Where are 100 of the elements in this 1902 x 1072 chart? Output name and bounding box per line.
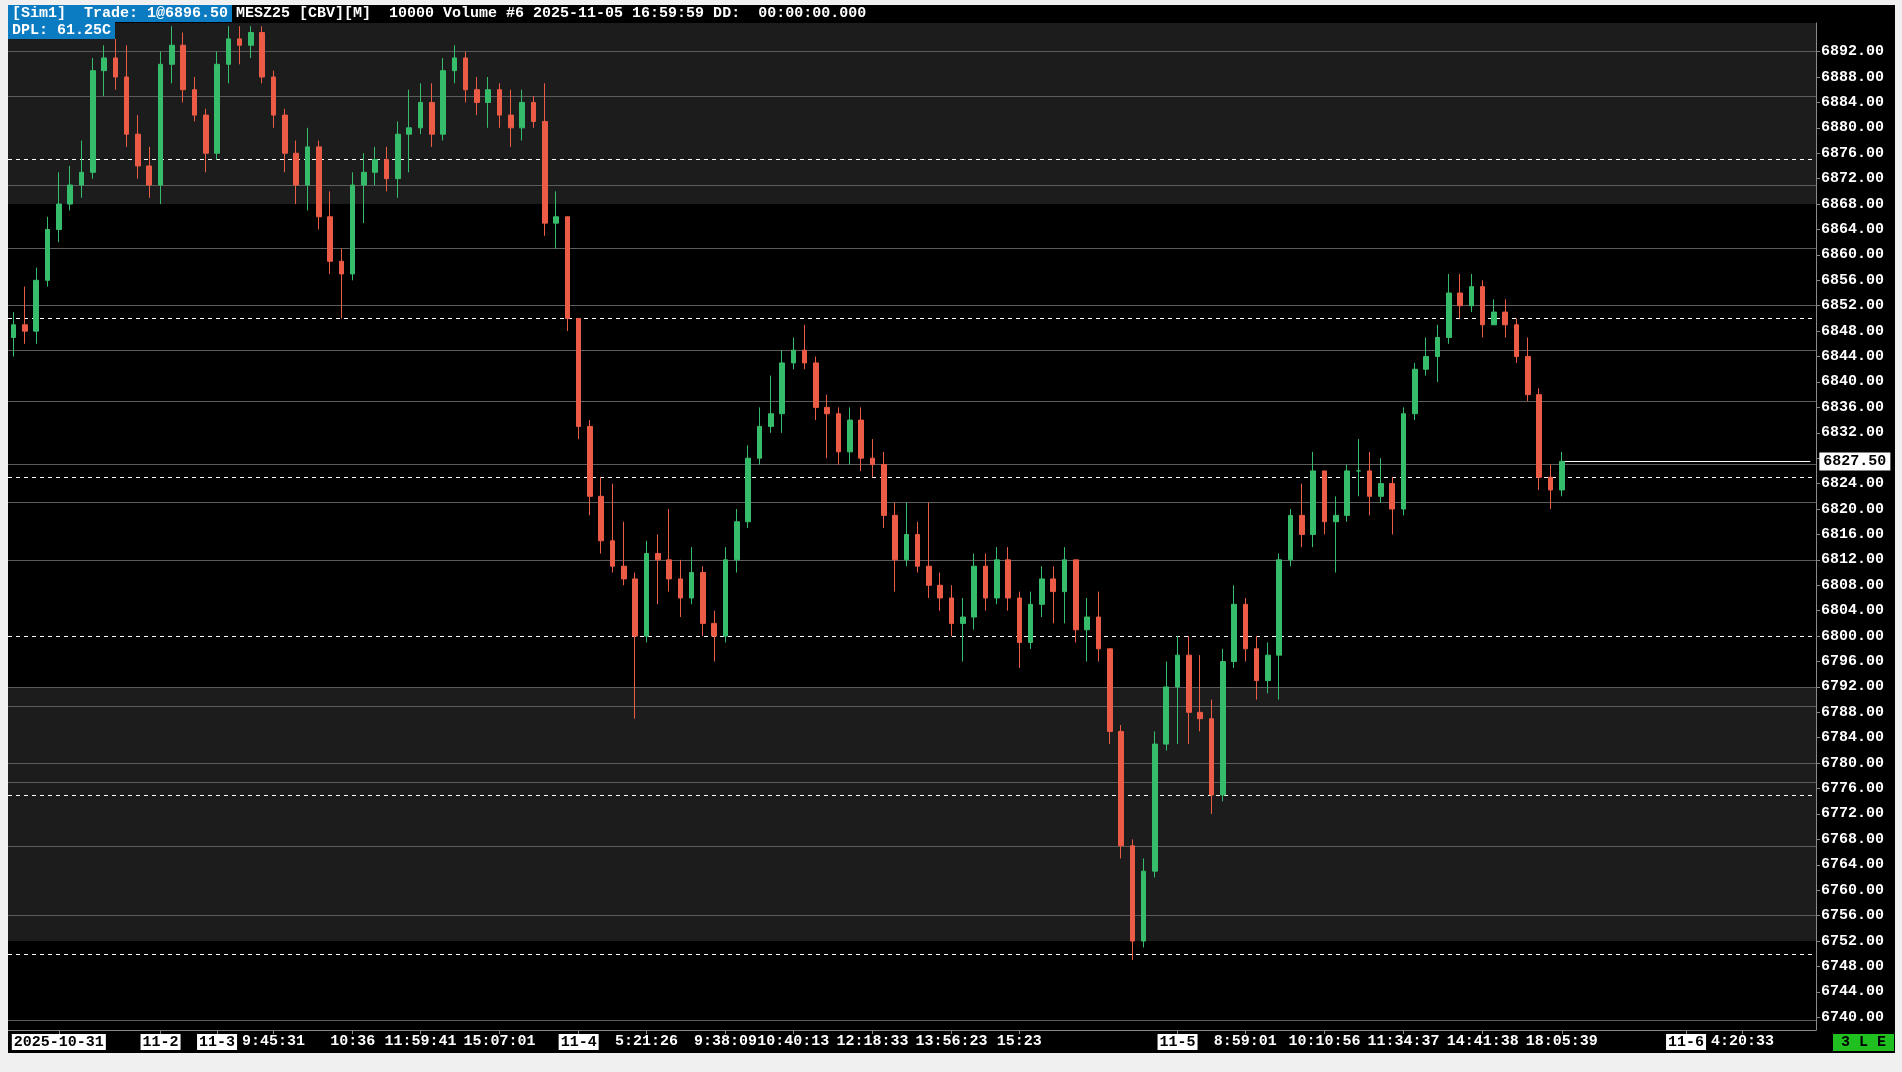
candlestick xyxy=(1028,591,1033,650)
y-tick-label: 6800.00 xyxy=(1821,627,1885,645)
candlestick xyxy=(734,508,740,574)
candlestick xyxy=(33,267,39,345)
candlestick xyxy=(79,140,84,199)
candlestick xyxy=(960,597,966,663)
y-tick-label: 6780.00 xyxy=(1821,754,1885,772)
candlestick xyxy=(1310,451,1316,548)
candlestick xyxy=(824,394,830,459)
candlestick xyxy=(1525,336,1531,402)
candlestick xyxy=(610,483,615,574)
candlestick xyxy=(598,476,604,554)
x-tick-label: 8:59:01 xyxy=(1213,1033,1277,1050)
candlestick xyxy=(1073,559,1079,643)
y-tick-label: 6776.00 xyxy=(1821,780,1885,798)
annotation: DPL: 61.25C xyxy=(8,22,116,39)
x-tick-label: 11-6 xyxy=(1668,1034,1705,1051)
y-tick-label: 6772.00 xyxy=(1821,805,1885,823)
candlestick xyxy=(135,114,141,180)
candlestick xyxy=(1480,279,1485,338)
candlestick xyxy=(1096,591,1101,663)
y-tick-label: 6848.00 xyxy=(1821,322,1885,340)
candlestick xyxy=(655,533,661,605)
x-tick-label: 15:07:01 xyxy=(463,1033,536,1050)
y-tick-label: 6748.00 xyxy=(1821,957,1885,975)
candlestick xyxy=(1322,470,1327,535)
y-tick-label: 6740.00 xyxy=(1821,1008,1885,1026)
y-tick-label: 6864.00 xyxy=(1821,220,1885,238)
y-tick-label: 6824.00 xyxy=(1821,475,1885,493)
candlestick xyxy=(1050,565,1056,624)
x-tick-label: 4:20:33 xyxy=(1711,1033,1775,1050)
candlestick xyxy=(395,120,401,199)
candlestick xyxy=(1356,438,1361,497)
candlestick xyxy=(361,152,367,224)
y-tick-label: 6876.00 xyxy=(1821,144,1885,162)
candlestick xyxy=(1559,451,1565,497)
candlestick xyxy=(802,324,807,370)
candlestick xyxy=(1209,699,1214,815)
x-tick-label: 10:10:56 xyxy=(1288,1033,1361,1050)
candlestick xyxy=(1446,273,1452,345)
candlestick xyxy=(406,89,412,173)
candlestick xyxy=(90,57,96,180)
candlestick xyxy=(282,108,288,173)
candlestick xyxy=(1243,597,1248,663)
y-tick-label: 6868.00 xyxy=(1821,195,1885,213)
candlestick xyxy=(757,406,762,466)
candlestick xyxy=(259,25,265,84)
x-tick-label: 18:05:39 xyxy=(1525,1033,1598,1050)
candlestick xyxy=(463,51,468,103)
x-tick-label: 10:40:13 xyxy=(757,1033,830,1050)
candlestick xyxy=(11,311,16,358)
candlestick xyxy=(418,82,423,135)
candlestick xyxy=(1367,451,1372,516)
candlestick xyxy=(226,25,231,84)
x-tick-label: 11-3 xyxy=(199,1034,236,1051)
candlestick xyxy=(1378,457,1384,504)
candlestick xyxy=(237,25,242,65)
x-tick-label: 13:56:23 xyxy=(915,1033,988,1050)
candlestick xyxy=(485,76,491,129)
candlestick xyxy=(915,521,920,574)
candlestick xyxy=(971,553,977,631)
x-tick-label: 5:21:26 xyxy=(614,1033,678,1050)
candlestick xyxy=(813,356,819,421)
candlestick xyxy=(146,146,152,199)
candlestick xyxy=(1469,273,1474,313)
candlestick xyxy=(745,445,751,529)
candlestick xyxy=(1491,298,1497,326)
candlestick xyxy=(553,190,559,250)
candlestick xyxy=(1062,546,1067,624)
candlestick xyxy=(700,565,706,637)
x-tick-label: 11:59:41 xyxy=(384,1033,457,1050)
candlestick xyxy=(1005,546,1011,612)
candlestick xyxy=(169,25,175,84)
candlestick xyxy=(904,502,909,567)
candlestick xyxy=(1457,273,1463,319)
candlestick xyxy=(983,553,988,612)
candlestick xyxy=(1536,387,1542,491)
y-tick-label: 6816.00 xyxy=(1821,525,1885,543)
x-tick-label: 11:34:37 xyxy=(1367,1033,1440,1050)
candlestick xyxy=(836,406,841,466)
candlestick xyxy=(994,546,1000,605)
y-tick-label: 6760.00 xyxy=(1821,881,1885,899)
candlestick xyxy=(587,419,593,516)
candlestick xyxy=(1412,362,1418,421)
candlestick xyxy=(666,508,672,593)
candlestick xyxy=(858,406,864,472)
x-tick-label: 9:38:09 xyxy=(694,1033,758,1050)
y-tick-label: 6804.00 xyxy=(1821,602,1885,620)
candlestick xyxy=(293,140,299,205)
y-tick-label: 6792.00 xyxy=(1821,678,1885,696)
candlestick xyxy=(56,171,62,243)
candlestick xyxy=(519,89,525,142)
y-tick-label: 6756.00 xyxy=(1821,907,1885,925)
candlestick xyxy=(531,95,536,129)
y-tick-label: 6764.00 xyxy=(1821,856,1885,874)
candlestick xyxy=(678,559,683,618)
candlestick xyxy=(508,89,514,148)
y-tick-label: 6872.00 xyxy=(1821,170,1885,188)
x-tick-label: 10:36 xyxy=(330,1033,376,1050)
candlestick xyxy=(1265,641,1271,694)
